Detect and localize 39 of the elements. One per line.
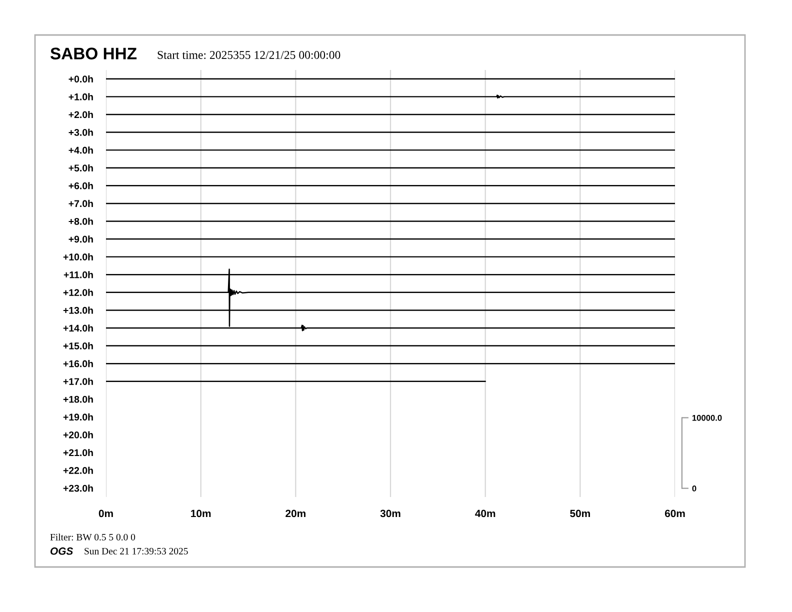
y2-tick-label: 10000.0 <box>692 414 722 421</box>
text: Filter: BW 0.5 5 0.0 0 <box>50 534 136 540</box>
text: OGS <box>50 547 74 555</box>
y-tick-label: +23.0h <box>63 484 93 492</box>
y-tick-label: +15.0h <box>63 342 93 350</box>
y-tick-label: +4.0h <box>68 146 93 154</box>
y-tick-label: +11.0h <box>64 271 93 278</box>
y-tick-label: +12.0h <box>63 288 93 296</box>
y-tick-label: +22.0h <box>63 466 93 474</box>
y-tick-label: +21.0h <box>63 449 93 456</box>
y-tick-label: +13.0h <box>63 306 93 314</box>
chart-title: SABO HHZ <box>50 48 137 60</box>
x-tick-label: 60m <box>664 510 685 518</box>
x-tick-label: 40m <box>475 510 496 518</box>
x-tick-label: 30m <box>380 510 400 518</box>
x-tick-label: 10m <box>191 510 211 518</box>
y-tick-label: +16.0h <box>63 360 93 368</box>
y-tick-label: +3.0h <box>68 128 93 136</box>
y-tick-label: +17.0h <box>63 378 93 385</box>
y-tick-label: +18.0h <box>63 396 93 403</box>
y-tick-label: +6.0h <box>68 182 93 190</box>
y-tick-label: +2.0h <box>68 110 93 118</box>
y-tick-label: +20.0h <box>63 431 93 438</box>
chart-subtitle: Start time: 2025355 12/21/25 00:00:00 <box>158 50 340 60</box>
y2-tick-label: 0 <box>692 486 696 492</box>
x-tick-label: 50m <box>570 510 590 518</box>
y-tick-label: +14.0h <box>63 324 93 332</box>
y-tick-label: +8.0h <box>68 218 93 225</box>
y-tick-label: +5.0h <box>68 164 93 172</box>
y-tick-label: +7.0h <box>68 200 93 208</box>
x-tick-label: 0m <box>98 510 113 518</box>
y-tick-label: +0.0h <box>68 75 93 83</box>
text: Sun Dec 21 17:39:53 2025 <box>84 548 188 554</box>
x-tick-label: 20m <box>286 510 306 518</box>
y-tick-label: +9.0h <box>68 236 93 243</box>
line-series <box>106 268 675 327</box>
y-tick-label: +10.0h <box>63 253 93 260</box>
y-tick-label: +19.0h <box>63 413 93 421</box>
y-tick-label: +1.0h <box>68 93 93 100</box>
